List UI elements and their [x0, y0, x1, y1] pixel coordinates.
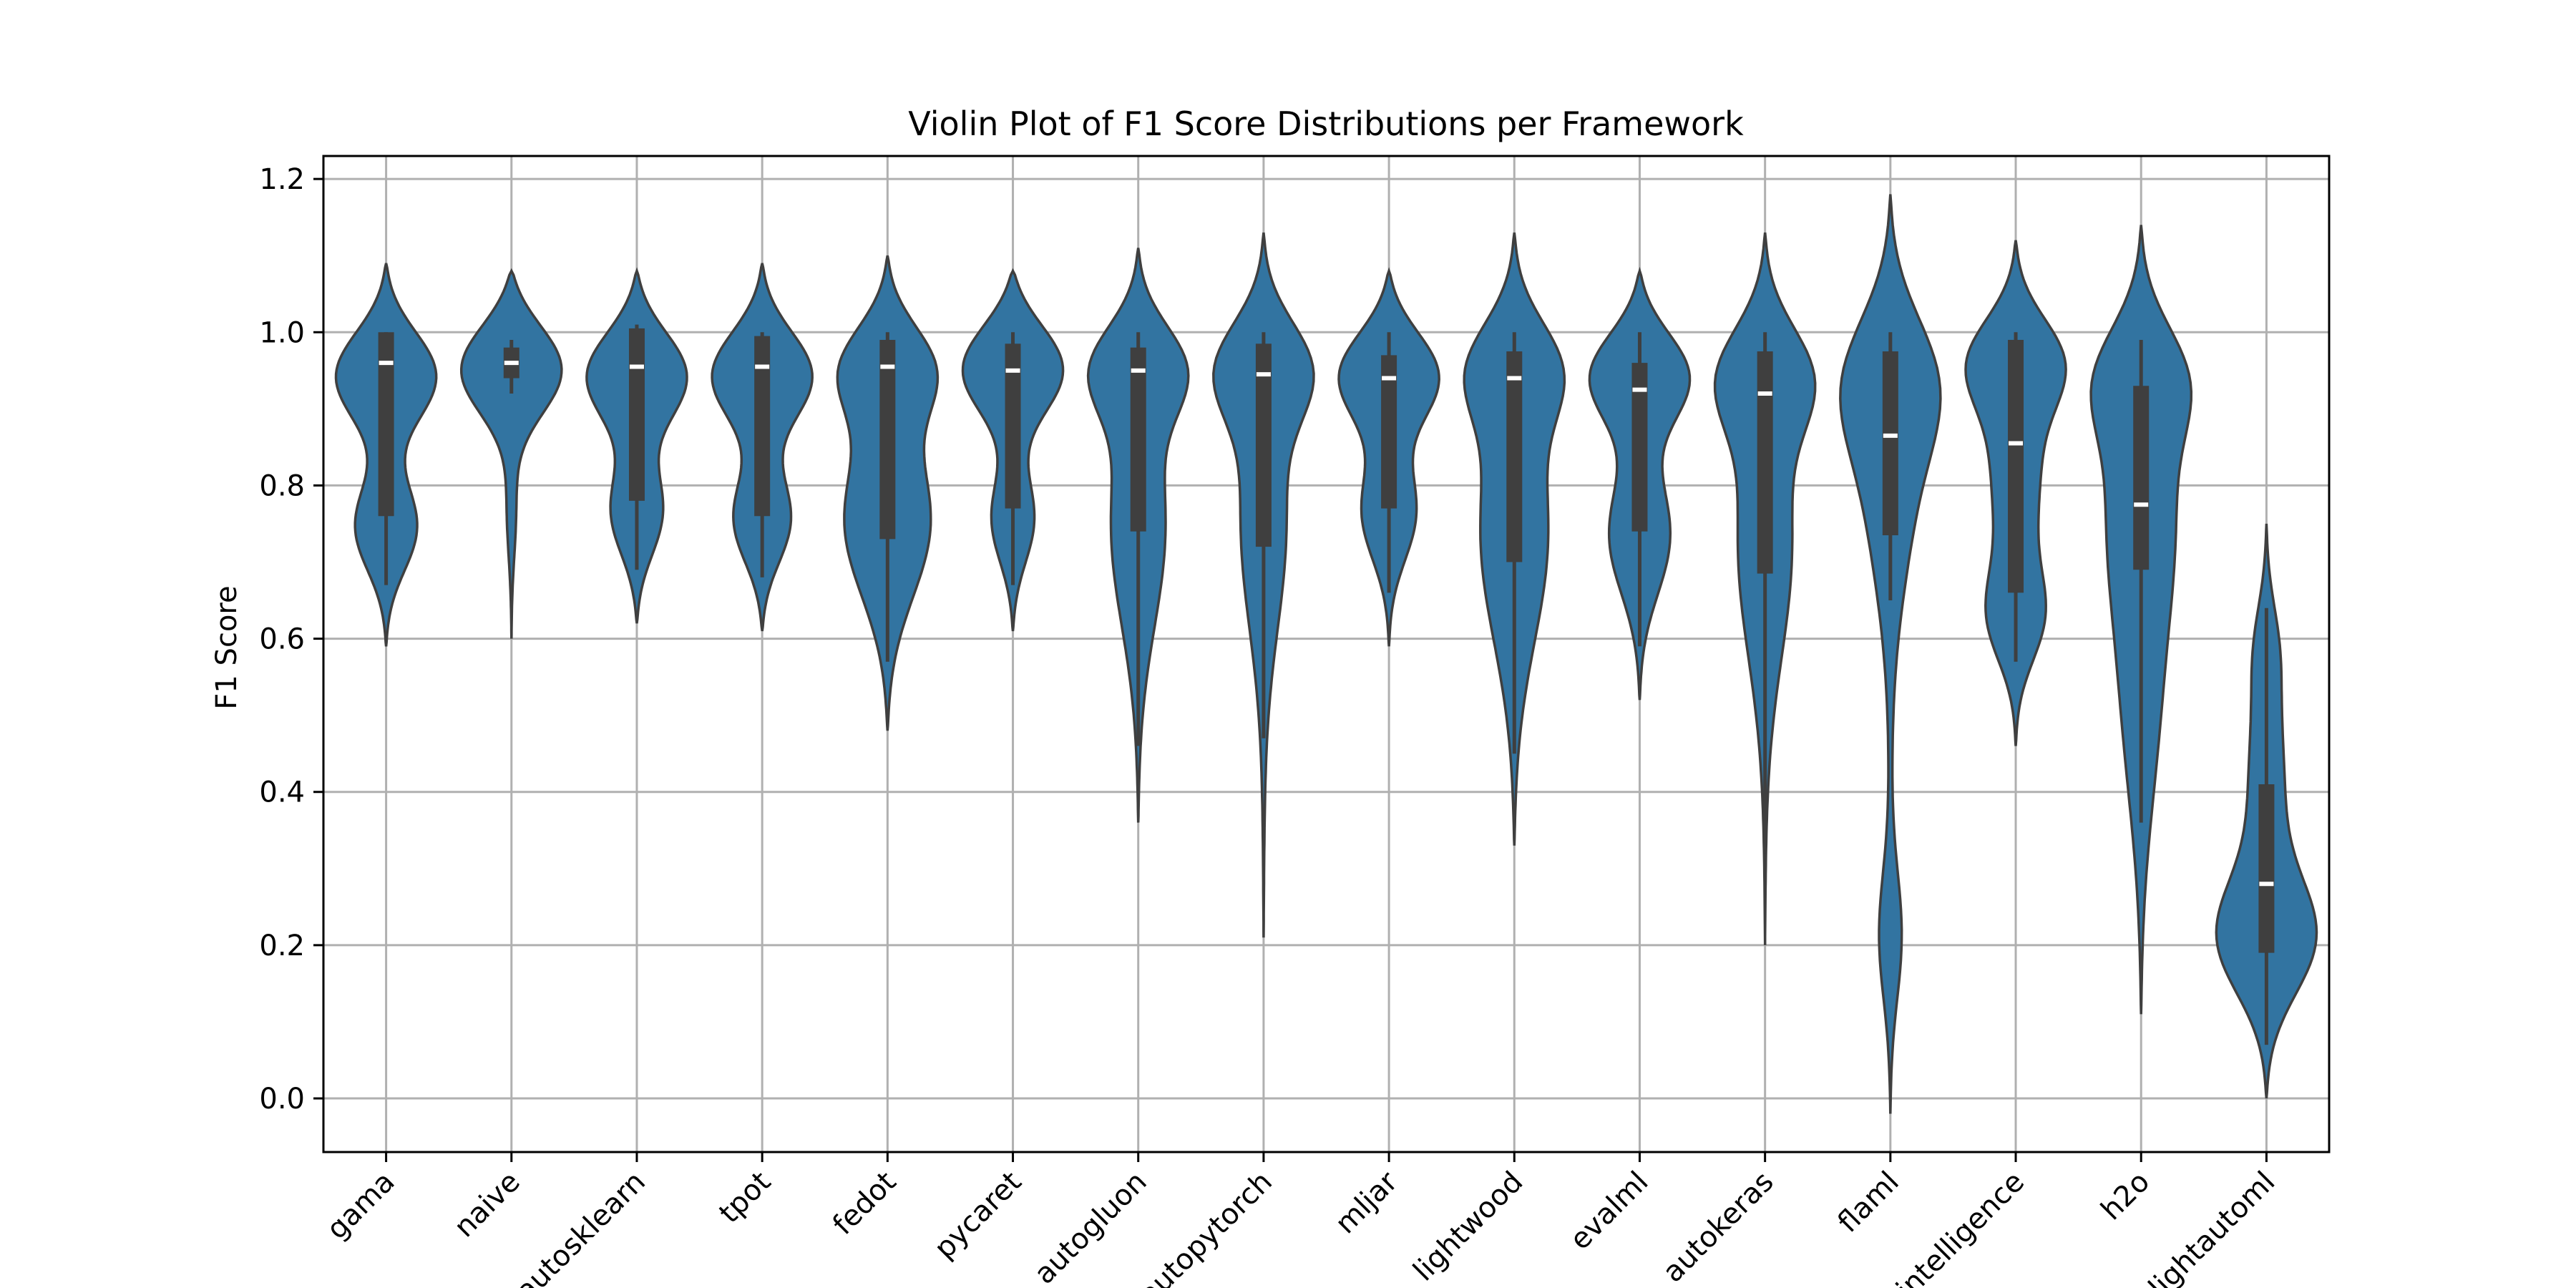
- iqr-box-tpot: [754, 336, 771, 517]
- y-tick-label: 0.0: [259, 1083, 305, 1116]
- x-tick-label-tpot: tpot: [713, 1166, 777, 1230]
- y-axis-label: F1 Score: [210, 585, 243, 709]
- plot-frame: [322, 155, 2331, 1153]
- y-tick-label: 0.2: [259, 930, 305, 962]
- x-tick-label-pycaret: pycaret: [928, 1166, 1028, 1266]
- iqr-box-fedot: [879, 339, 896, 540]
- y-tick-label: 1.2: [259, 163, 305, 196]
- x-tick-label-lightautoml: lightautoml: [2142, 1166, 2281, 1288]
- y-tick-label: 1.0: [259, 316, 305, 349]
- x-tick-label-autopytorch: autopytorch: [1133, 1166, 1279, 1288]
- violins: [334, 194, 2318, 1114]
- iqr-box-h2o: [2133, 386, 2150, 570]
- iqr-box-autointelligence: [2008, 339, 2024, 593]
- iqr-box-lightautoml: [2258, 784, 2275, 953]
- y-tick-label: 0.4: [259, 776, 305, 809]
- violin-flaml: [1839, 194, 1942, 1114]
- x-tick-label-autogluon: autogluon: [1028, 1166, 1153, 1288]
- x-tick-label-flaml: flaml: [1832, 1166, 1906, 1239]
- chart-title: Violin Plot of F1 Score Distributions pe…: [908, 104, 1744, 143]
- x-tick-label-evalml: evalml: [1563, 1166, 1654, 1257]
- iqr-box-autosklearn: [628, 328, 645, 501]
- x-tick-label-autokeras: autokeras: [1657, 1166, 1780, 1288]
- x-tick-label-fedot: fedot: [826, 1166, 902, 1241]
- x-tick-label-autosklearn: autosklearn: [509, 1166, 652, 1288]
- y-tick-label: 0.8: [259, 469, 305, 502]
- x-tick-label-h2o: h2o: [2095, 1166, 2157, 1227]
- iqr-box-flaml: [1882, 351, 1898, 536]
- y-tick-label: 0.6: [259, 623, 305, 656]
- x-tick-label-gama: gama: [321, 1166, 401, 1246]
- iqr-box-gama: [378, 332, 394, 517]
- x-tick-label-lightwood: lightwood: [1407, 1166, 1529, 1288]
- violin-naive: [459, 268, 563, 639]
- iqr-box-pycaret: [1005, 343, 1021, 509]
- iqr-box-autopytorch: [1255, 343, 1272, 547]
- iqr-box-autogluon: [1130, 347, 1146, 532]
- iqr-box-autokeras: [1757, 351, 1773, 574]
- iqr-box-lightwood: [1506, 351, 1523, 562]
- x-tick-label-naive: naive: [448, 1166, 527, 1244]
- iqr-box-mljar: [1381, 355, 1397, 509]
- iqr-box-evalml: [1631, 363, 1648, 532]
- x-tick-label-mljar: mljar: [1329, 1165, 1404, 1240]
